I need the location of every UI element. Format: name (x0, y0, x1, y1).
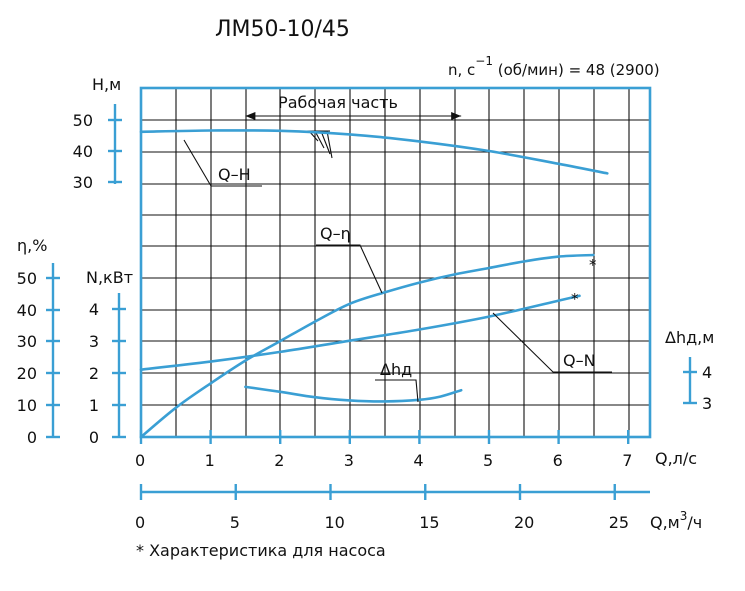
axis-q-ls-tick-label-7: 7 (622, 451, 632, 470)
axis-eta-tick-label-1: 40 (17, 301, 37, 320)
axis-h-tick-label-0: 50 (73, 111, 93, 130)
axis-q-m3h-exp: 3 (680, 509, 688, 523)
axis-n-label: N,кВт (86, 268, 133, 287)
axis-n-tick-label-2: 2 (89, 364, 99, 383)
working-range-left-arrowhead (245, 112, 256, 120)
axis-eta-tick-label-5: 0 (27, 428, 37, 447)
axis-n-tick-label-4: 0 (89, 428, 99, 447)
chart-title: ЛМ50-10/45 (215, 17, 350, 42)
axis-h-tick-label-2: 30 (73, 173, 93, 192)
label-npsh-group: Δhд (375, 360, 419, 403)
label-q-h-leader (183, 139, 262, 187)
axis-q-m3h-tick-label-3: 15 (419, 513, 439, 532)
axis-q-ls-tick-label-3: 3 (344, 451, 354, 470)
axis-q-ls-tick-label-4: 4 (413, 451, 423, 470)
speed-label: n, c−1 (об/мин) = 48 (2900) (448, 54, 660, 79)
axis-q-ls-tick-label-2: 2 (274, 451, 284, 470)
axis-npsh-tick-label-0: 4 (702, 363, 712, 382)
curve-q-n (139, 294, 581, 371)
working-range-right-arrowhead (451, 112, 462, 120)
plot-frame (139, 86, 652, 439)
grid-lines (141, 88, 650, 437)
axis-q-ls-tick-label-1: 1 (205, 451, 215, 470)
axis-q-m3h-tick-label-5: 25 (609, 513, 629, 532)
speed-label-exp: −1 (475, 54, 493, 68)
axis-eta-tick-label-2: 30 (17, 332, 37, 351)
axis-n-tick-label-1: 3 (89, 332, 99, 351)
label-q-eta-group: Q–η (316, 224, 383, 294)
curve-q-eta (139, 253, 595, 439)
label-q-h: Q–H (218, 165, 251, 184)
label-npsh-leader (375, 379, 419, 403)
working-range: Рабочая часть (245, 93, 462, 159)
axis-eta-tick-label-0: 50 (17, 269, 37, 288)
axis-q-ls-label: Q,л/с (655, 449, 697, 468)
axis-q-ls-tick-label-6: 6 (553, 451, 563, 470)
axis-q-m3h-tick-label-4: 20 (514, 513, 534, 532)
axis-q-m3h-tick-label-2: 10 (325, 513, 345, 532)
axis-npsh-tick-label-1: 3 (702, 394, 712, 413)
axis-q-m3h-tick-label-1: 5 (230, 513, 240, 532)
axis-n-tick-label-3: 1 (89, 396, 99, 415)
working-range-hatch (305, 130, 333, 159)
working-range-label: Рабочая часть (278, 93, 398, 112)
curve-q-h (139, 129, 609, 175)
axis-eta-label: η,% (17, 236, 47, 255)
footnote: * Характеристика для насоса (136, 541, 386, 560)
axis-npsh-label: Δhд,м (665, 328, 714, 347)
curve-npsh (244, 385, 463, 403)
axis-q-m3h-tail: /ч (687, 513, 702, 532)
axis-q-ls-tick-label-0: 0 (135, 451, 145, 470)
axis-q-m3h-tick-label-0: 0 (135, 513, 145, 532)
bottom-axes: 0 1 2 3 4 5 6 7 0 5 10 15 20 25 (135, 430, 650, 532)
label-q-eta-leader (316, 244, 383, 294)
speed-label-value: (об/мин) = 48 (2900) (493, 61, 660, 79)
pump-marker-n: * (571, 290, 579, 308)
speed-label-main: n, c (448, 61, 475, 79)
axis-n-tick-label-0: 4 (89, 300, 99, 319)
axis-q-m3h-main: Q,м (650, 513, 680, 532)
axis-q-ls-tick-label-5: 5 (483, 451, 493, 470)
axis-h-label: H,м (92, 75, 121, 94)
axis-q-m3h-label: Q,м3/ч (650, 509, 702, 532)
label-q-eta: Q–η (320, 224, 351, 243)
label-q-h-group: Q–H (183, 139, 262, 187)
axis-eta-tick-label-4: 10 (17, 396, 37, 415)
axis-h-tick-label-1: 40 (73, 142, 93, 161)
label-q-n-leader (492, 312, 612, 373)
pump-marker-eta: * (589, 256, 597, 274)
label-npsh: Δhд (380, 360, 412, 379)
label-q-n-group: Q–N (492, 312, 612, 373)
axis-eta-tick-label-3: 20 (17, 364, 37, 383)
label-q-n: Q–N (563, 351, 596, 370)
